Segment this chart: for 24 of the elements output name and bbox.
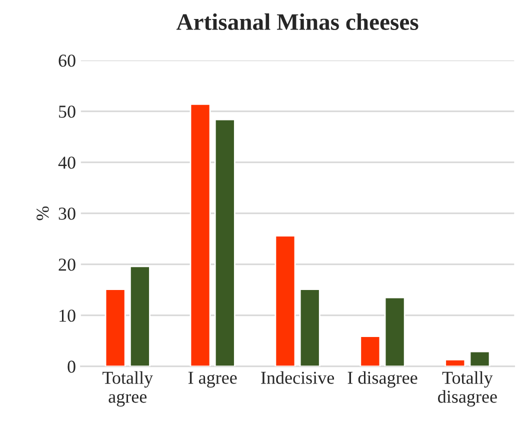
bar xyxy=(469,350,490,366)
x-tick-label: Totally agree xyxy=(102,371,154,407)
y-tick-label: 10 xyxy=(60,310,76,322)
y-tick-label: 60 xyxy=(58,54,76,67)
x-tick-label: Indecisive xyxy=(261,371,334,384)
y-tick-label: 50 xyxy=(59,106,76,118)
bar xyxy=(274,235,296,366)
y-axis-title: % xyxy=(36,206,49,220)
x-tick-label: I agree xyxy=(188,372,237,388)
x-tick-label: I disagree xyxy=(348,371,418,388)
y-tick-label: 40 xyxy=(58,156,76,169)
bar xyxy=(190,104,211,366)
bar xyxy=(129,266,150,366)
y-tick-label: 0 xyxy=(68,360,76,373)
x-tick-label: Totally disagree xyxy=(438,371,497,407)
bar xyxy=(104,288,126,366)
y-tick-label: 20 xyxy=(58,258,76,271)
bar xyxy=(214,118,236,366)
bar xyxy=(444,359,466,366)
bar xyxy=(299,288,320,366)
y-tick-label: 30 xyxy=(58,208,76,220)
bar xyxy=(384,296,406,366)
bar xyxy=(360,336,381,366)
chart-title: Artisanal Minas cheeses xyxy=(176,13,418,30)
